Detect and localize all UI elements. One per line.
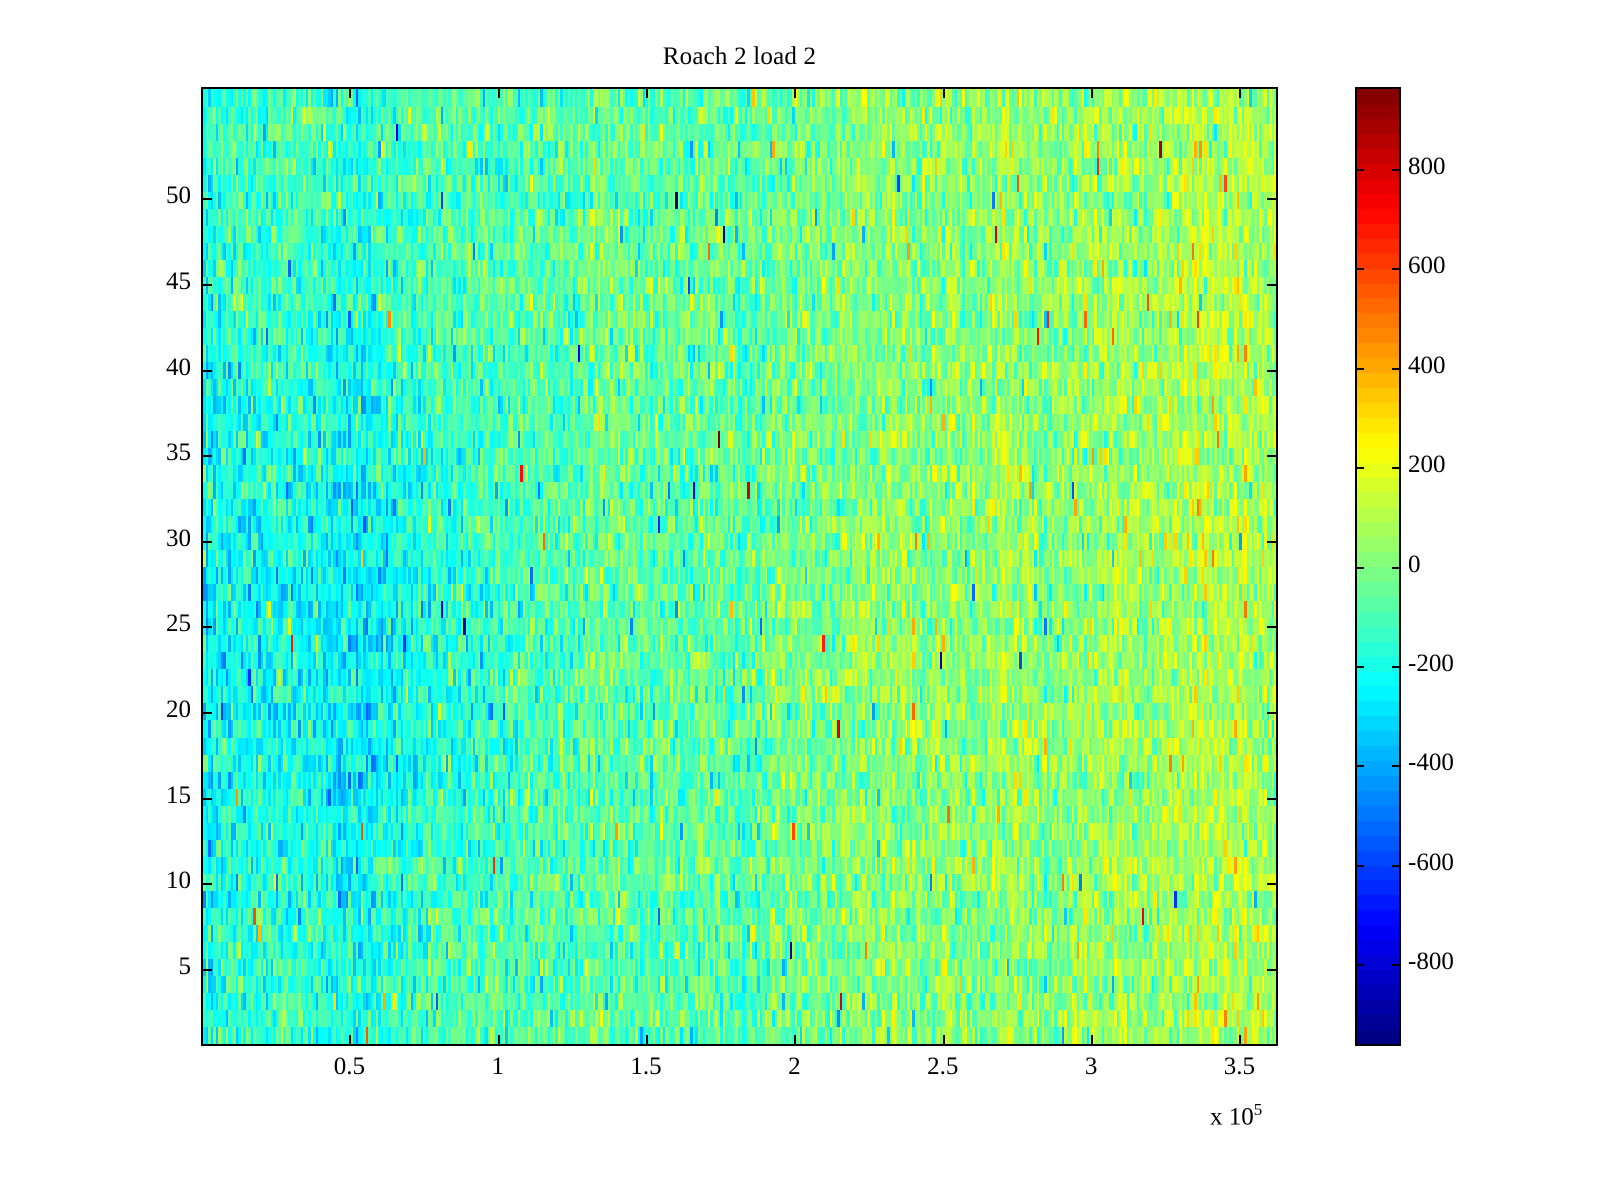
heatmap-axes [201,87,1278,1046]
colorbar-tick-mark-left [1355,467,1364,470]
x-exponent-prefix: x 10 [1210,1103,1254,1131]
y-tick-label: 20 [166,696,191,724]
colorbar-tick-mark-right [1392,467,1401,470]
y-tick-label: 5 [178,952,192,980]
x-tick-mark-top [1091,87,1094,98]
x-tick-label: 3 [1084,1053,1098,1080]
colorbar-tick-mark-left [1355,367,1364,370]
colorbar-tick-mark-right [1392,168,1401,171]
y-tick-mark-right [1267,883,1278,886]
colorbar-tick-mark-right [1392,665,1401,668]
y-tick-label: 25 [166,610,191,638]
y-tick-label: 10 [166,867,191,895]
page-title: Roach 2 load 2 [662,43,817,70]
colorbar-tick-mark-right [1392,268,1401,271]
x-tick-mark-top [646,87,649,98]
y-tick-mark-right [1267,797,1278,800]
colorbar-tick-mark-left [1355,765,1364,768]
colorbar-tick-label: -800 [1408,948,1454,976]
y-tick-label: 35 [166,439,191,467]
x-tick-mark-top [794,87,797,98]
x-tick-mark [942,1035,945,1046]
colorbar-tick-mark-left [1355,665,1364,668]
x-tick-label: 2 [788,1053,801,1080]
y-tick-mark-right [1267,198,1278,201]
y-tick-mark [201,797,212,800]
y-tick-label: 15 [166,781,191,809]
colorbar-tick-label: 200 [1408,451,1446,479]
y-tick-label: 30 [166,524,191,552]
x-axis-exponent-label: x 105 [1210,1100,1262,1131]
y-tick-mark [201,626,212,629]
y-tick-label: 40 [166,353,191,381]
colorbar-tick-mark-right [1392,367,1401,370]
heatmap-image [203,89,1276,1044]
y-tick-label: 45 [166,267,191,295]
x-tick-label: 2.5 [927,1053,959,1080]
y-tick-mark [201,283,212,286]
colorbar-tick-label: 400 [1408,351,1446,379]
y-tick-mark [201,369,212,372]
colorbar-tick-label: -400 [1408,749,1454,777]
colorbar-tick-mark-right [1392,566,1401,569]
x-tick-label: 0.5 [333,1053,365,1080]
y-tick-mark [201,712,212,715]
colorbar-tick-mark-left [1355,964,1364,967]
y-tick-mark [201,198,212,201]
x-tick-mark [794,1035,797,1046]
y-tick-mark [201,883,212,886]
y-tick-mark-right [1267,540,1278,543]
x-tick-mark [497,1035,500,1046]
colorbar-tick-label: 600 [1408,252,1446,280]
x-tick-mark [349,1035,352,1046]
x-tick-mark [646,1035,649,1046]
y-tick-mark [201,455,212,458]
y-tick-mark-right [1267,712,1278,715]
colorbar-tick-mark-left [1355,268,1364,271]
x-tick-mark-top [942,87,945,98]
y-tick-label: 50 [166,182,191,210]
x-exponent-power: 5 [1253,1100,1263,1119]
x-tick-mark [1239,1035,1242,1046]
y-tick-mark-right [1267,369,1278,372]
y-tick-mark [201,540,212,543]
y-tick-mark-right [1267,455,1278,458]
x-tick-label: 1 [491,1053,504,1080]
x-tick-mark-top [349,87,352,98]
colorbar-tick-mark-left [1355,168,1364,171]
x-tick-mark [1091,1035,1094,1046]
colorbar-tick-mark-right [1392,964,1401,967]
colorbar-tick-mark-left [1355,864,1364,867]
y-tick-mark-right [1267,283,1278,286]
colorbar-tick-mark-right [1392,864,1401,867]
x-tick-label: 1.5 [630,1053,662,1080]
x-tick-mark-top [497,87,500,98]
y-tick-mark [201,968,212,971]
colorbar-tick-label: -600 [1408,848,1454,876]
x-tick-label: 3.5 [1223,1053,1256,1080]
colorbar-tick-label: 800 [1408,152,1446,180]
colorbar-tick-label: -200 [1408,649,1454,677]
colorbar-tick-label: 0 [1408,550,1421,578]
colorbar-tick-mark-right [1392,765,1401,768]
x-tick-mark-top [1239,87,1242,98]
colorbar-tick-mark-left [1355,566,1364,569]
y-tick-mark-right [1267,968,1278,971]
y-tick-mark-right [1267,626,1278,629]
